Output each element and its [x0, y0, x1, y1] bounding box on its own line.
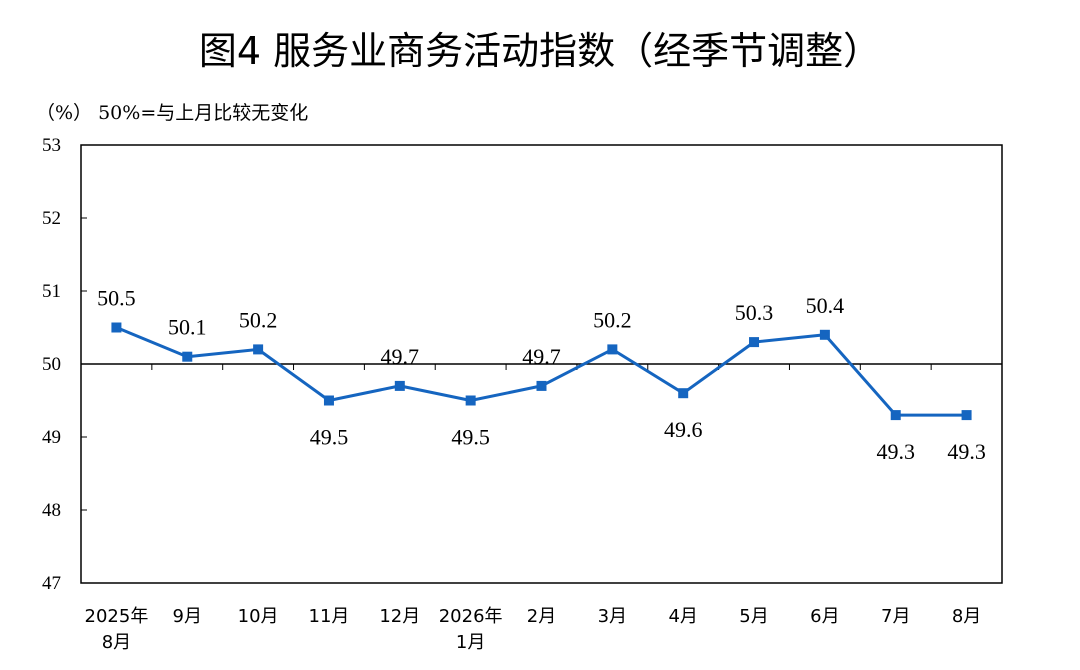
y-axis-unit-note: （%） 50%=与上月比较无变化 [36, 102, 309, 124]
series-line [115, 326, 967, 417]
data-point-marker [961, 410, 972, 421]
data-label: 50.3 [735, 300, 774, 325]
x-tick-label: 6月 [810, 606, 839, 627]
data-labels-layer: 50.5 50.1 50.2 49.5 49.7 49.5 49.7 50.2 49.6 50.3… [97, 286, 986, 465]
data-label: 49.7 [522, 344, 561, 369]
x-tick-label: 12月 [379, 606, 420, 627]
data-point-marker [819, 329, 830, 340]
data-label: 49.7 [381, 344, 420, 369]
data-label: 49.5 [310, 425, 349, 450]
x-tick-label: 5月 [739, 606, 768, 627]
y-tick-label: 49 [42, 427, 61, 448]
data-point-marker [536, 380, 547, 391]
data-point-marker [323, 395, 334, 406]
data-label: 50.1 [168, 315, 207, 340]
y-tick-label: 51 [42, 281, 61, 302]
x-tick-label: 11月 [309, 606, 350, 627]
x-tick-label: 10月 [238, 606, 279, 627]
data-point-marker [890, 410, 901, 421]
ticks-layer: 53 52 51 50 49 48 47 2025年 8月 9月 10月 11月 12月 2026年 1月 2… [42, 135, 981, 653]
x-tick-label: 3月 [598, 606, 627, 627]
y-tick-label: 48 [42, 500, 61, 521]
data-point-marker [678, 388, 689, 399]
data-point-marker [465, 395, 476, 406]
data-label: 49.3 [947, 439, 986, 464]
y-tick-label: 53 [42, 135, 61, 156]
x-tick-label: 7月 [881, 606, 910, 627]
data-label: 49.5 [451, 425, 490, 450]
x-tick-label: 4月 [668, 606, 697, 627]
data-label: 50.4 [806, 293, 845, 318]
data-label: 50.5 [97, 286, 136, 311]
x-tick-label: 2026年 1月 [439, 606, 503, 653]
x-tick-label: 2月 [527, 606, 556, 627]
y-tick-label: 50 [42, 354, 61, 375]
data-label: 50.2 [239, 307, 278, 332]
x-tick-label: 2025年 8月 [85, 606, 149, 653]
y-tick-label: 52 [42, 208, 61, 229]
data-label: 50.2 [593, 307, 632, 332]
data-point-marker [253, 344, 264, 355]
data-label: 49.3 [876, 439, 915, 464]
x-tick-label: 9月 [173, 606, 202, 627]
series-layer [111, 322, 972, 421]
chart-title: 图4 服务业商务活动指数（经季节调整） [198, 29, 882, 73]
data-label: 49.6 [664, 417, 703, 442]
data-point-marker [607, 344, 618, 355]
y-tick-label: 47 [42, 573, 61, 594]
data-point-marker [749, 337, 760, 348]
x-tick-label: 8月 [952, 606, 981, 627]
data-point-marker [111, 322, 122, 333]
data-point-marker [182, 351, 193, 362]
data-point-marker [394, 380, 405, 391]
